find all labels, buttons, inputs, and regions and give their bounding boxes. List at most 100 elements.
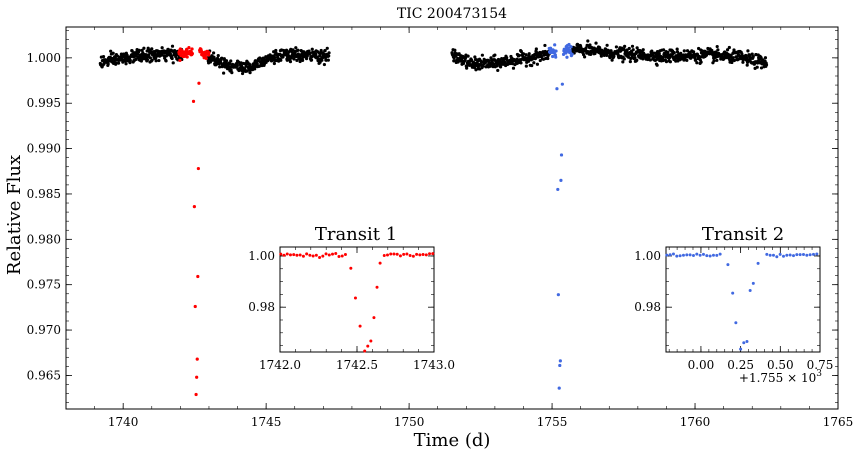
main-point-black xyxy=(291,48,295,52)
main-point-transit2 xyxy=(556,187,560,192)
main-point-black xyxy=(114,61,118,65)
main-point-black xyxy=(257,64,261,68)
inset1-point xyxy=(378,261,382,265)
inset2-point xyxy=(765,252,769,256)
inset1-point xyxy=(343,252,347,256)
inset1-point xyxy=(369,339,373,343)
chart-title: TIC 200473154 xyxy=(397,6,507,22)
inset1-point xyxy=(349,266,353,270)
inset1-point xyxy=(321,254,325,258)
inset2-points xyxy=(665,252,819,351)
main-point-black xyxy=(695,61,699,65)
main-point-black xyxy=(309,58,314,62)
main-point-black xyxy=(631,48,635,52)
inset2-point xyxy=(775,255,779,259)
inset1-point xyxy=(298,253,302,257)
main-point-black xyxy=(650,49,654,53)
inset2-point xyxy=(698,253,702,257)
main-point-black xyxy=(224,59,229,63)
main-point-black xyxy=(751,54,755,59)
main-point-black xyxy=(327,51,331,55)
main-point-black xyxy=(130,49,134,53)
inset1-title: Transit 1 xyxy=(315,224,397,245)
inset1-point xyxy=(382,253,386,257)
main-point-black xyxy=(304,57,309,61)
main-point-black xyxy=(661,48,666,52)
main-point-black xyxy=(759,56,763,60)
main-point-black xyxy=(629,56,633,61)
inset2-xtick-label: 0.25 xyxy=(727,358,754,372)
main-point-black xyxy=(147,53,151,57)
main-point-black xyxy=(220,56,224,60)
inset1-point xyxy=(398,254,402,258)
main-point-black xyxy=(150,47,154,51)
inset1-point xyxy=(418,253,422,257)
main-point-black xyxy=(755,65,759,69)
inset2-point xyxy=(711,253,715,257)
inset2-point xyxy=(771,253,775,257)
main-point-black xyxy=(253,67,257,71)
main-point-transit1 xyxy=(191,99,196,104)
main-point-black xyxy=(635,46,639,50)
main-point-black xyxy=(641,48,645,52)
inset1-point xyxy=(405,252,409,256)
main-point-black xyxy=(732,58,736,63)
main-point-transit2 xyxy=(570,52,574,56)
inset2-point xyxy=(768,253,772,257)
inset2-point xyxy=(681,253,685,257)
inset1-point xyxy=(424,253,428,257)
inset2-point xyxy=(691,254,695,258)
main-ytick-label: 0.970 xyxy=(27,323,61,337)
main-point-black xyxy=(240,71,245,76)
inset2-xtick-label: 0.00 xyxy=(688,358,715,372)
main-point-black xyxy=(137,48,141,52)
inset2-xtick-label: 0.50 xyxy=(767,358,794,372)
main-point-black xyxy=(323,48,327,53)
main-point-transit1 xyxy=(190,47,194,51)
inset1-point xyxy=(428,252,432,256)
main-xtick-label: 1760 xyxy=(680,415,711,429)
inset2-point xyxy=(718,252,722,256)
main-point-black xyxy=(510,62,515,66)
inset1-point xyxy=(337,254,341,258)
inset1-point xyxy=(288,253,292,257)
inset2-point xyxy=(675,254,679,258)
inset1-point xyxy=(415,252,419,256)
main-point-black xyxy=(160,46,164,50)
main-point-black xyxy=(741,60,745,64)
inset2-point xyxy=(665,253,669,257)
main-point-transit1 xyxy=(178,58,182,62)
main-point-black xyxy=(279,58,283,62)
main-point-black xyxy=(453,48,457,52)
main-point-black xyxy=(524,64,528,68)
inset1-point xyxy=(411,254,415,258)
main-point-black xyxy=(124,62,128,66)
y-axis-title: Relative Flux xyxy=(4,155,25,275)
main-point-black xyxy=(511,66,516,70)
main-point-black xyxy=(170,44,175,48)
main-point-transit1 xyxy=(197,81,201,85)
main-point-black xyxy=(582,55,587,59)
main-point-black xyxy=(746,49,750,53)
main-point-black xyxy=(534,47,538,51)
main-point-transit2 xyxy=(555,87,559,91)
main-point-black xyxy=(530,63,534,68)
main-point-black xyxy=(731,56,735,60)
main-point-black xyxy=(145,57,150,62)
main-point-black xyxy=(320,58,324,62)
main-point-black xyxy=(218,65,222,69)
main-point-transit1 xyxy=(192,205,196,209)
main-point-black xyxy=(602,53,606,58)
inset1-ytick-label: 0.98 xyxy=(248,300,275,314)
main-point-black xyxy=(727,45,731,50)
inset2-point xyxy=(715,253,719,257)
main-point-black xyxy=(668,60,672,64)
main-point-black xyxy=(326,58,330,62)
inset2-ytick-label: 0.98 xyxy=(634,300,661,314)
main-point-black xyxy=(675,47,679,51)
main-point-black xyxy=(301,58,305,63)
main-point-black xyxy=(589,52,593,57)
main-point-black xyxy=(319,48,323,53)
main-point-black xyxy=(318,54,322,58)
